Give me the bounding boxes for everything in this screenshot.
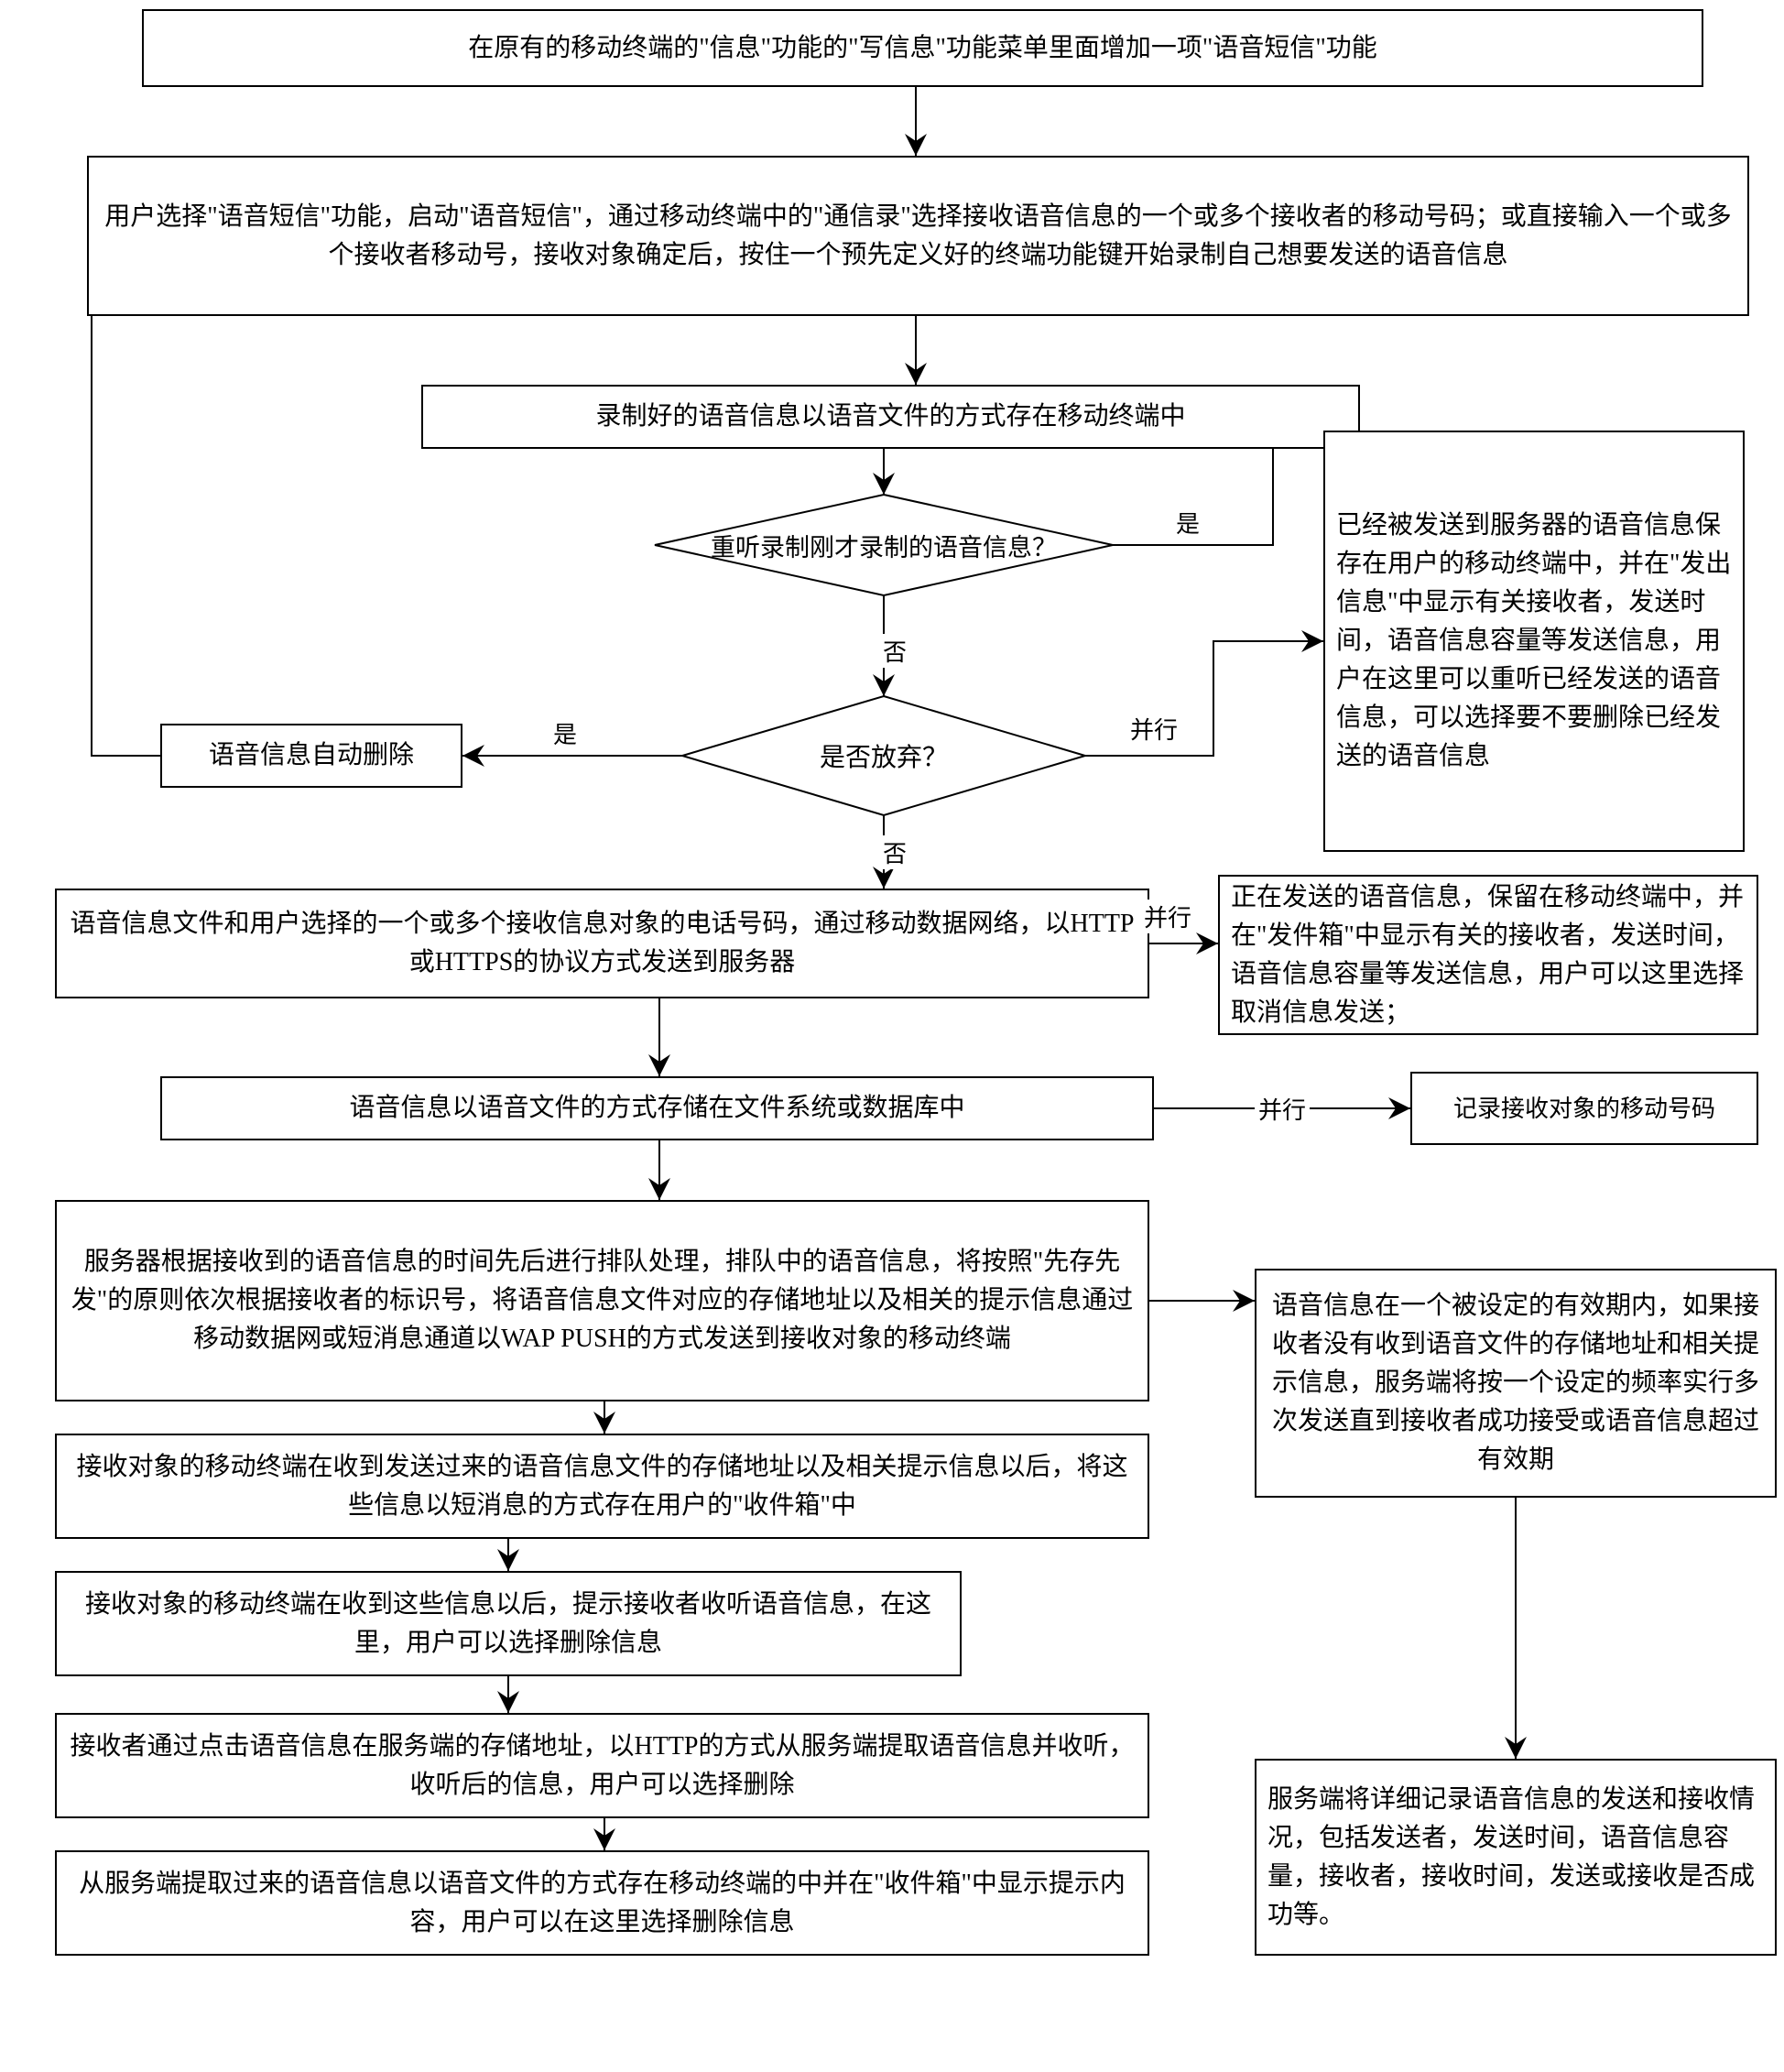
node-n11: 记录接收对象的移动号码 [1410,1072,1758,1145]
node-n3: 录制好的语音信息以语音文件的方式存在移动终端中 [421,385,1360,449]
edge-label: 否 [879,634,910,668]
node-n7: 语音信息文件和用户选择的一个或多个接收信息对象的电话号码，通过移动数据网络，以H… [55,889,1149,998]
node-n8: 已经被发送到服务器的语音信息保存在用户的移动终端中，并在"发出信息"中显示有关接… [1323,431,1745,852]
node-n18: 服务端将详细记录语音信息的发送和接收情况，包括发送者，发送时间，语音信息容量，接… [1255,1759,1777,1956]
edge-label: 并行 [1140,900,1195,933]
edge-label: 否 [879,835,910,869]
diamond-n4-text: 重听录制刚才录制的语音信息？ [655,495,1113,595]
node-n1: 在原有的移动终端的"信息"功能的"写信息"功能菜单里面增加一项"语音短信"功能 [142,9,1703,87]
diamond-n5-text: 是否放弃？ [682,696,1085,815]
edge-label: 并行 [1126,712,1181,746]
node-n16: 接收者通过点击语音信息在服务端的存储地址，以HTTP的方式从服务端提取语音信息并… [55,1713,1149,1818]
node-n9: 正在发送的语音信息，保留在移动终端中，并在"发件箱"中显示有关的接收者，发送时间… [1218,875,1758,1035]
node-n15: 接收对象的移动终端在收到这些信息以后，提示接收者收听语音信息，在这里，用户可以选… [55,1571,962,1676]
node-n12: 服务器根据接收到的语音信息的时间先后进行排队处理，排队中的语音信息，将按照"先存… [55,1200,1149,1401]
node-n10: 语音信息以语音文件的方式存储在文件系统或数据库中 [160,1076,1154,1140]
edge-label: 并行 [1255,1092,1310,1126]
edge-label: 是 [1172,506,1203,540]
edge-label: 是 [549,716,581,750]
node-n2: 用户选择"语音短信"功能，启动"语音短信"，通过移动终端中的"通信录"选择接收语… [87,156,1749,316]
node-n13: 语音信息在一个被设定的有效期内，如果接收者没有收到语音文件的存储地址和相关提示信… [1255,1269,1777,1498]
node-n17: 从服务端提取过来的语音信息以语音文件的方式存在移动终端的中并在"收件箱"中显示提… [55,1850,1149,1956]
node-n6: 语音信息自动删除 [160,724,462,788]
node-n14: 接收对象的移动终端在收到发送过来的语音信息文件的存储地址以及相关提示信息以后，将… [55,1434,1149,1539]
